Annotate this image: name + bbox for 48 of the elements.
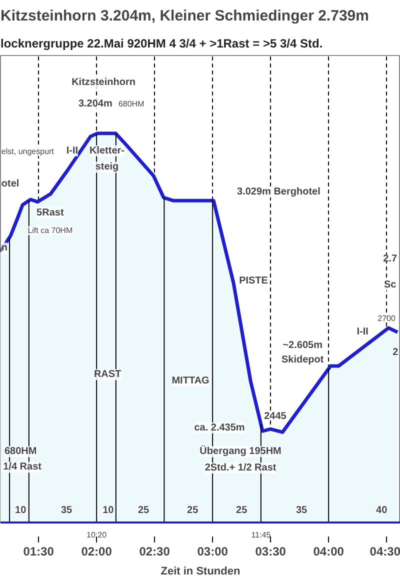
annotation: 2700 — [378, 314, 396, 324]
annotation: Übergang 195HM — [200, 445, 282, 458]
annotation: MITTAG — [172, 376, 210, 387]
annotation: elst, ungespurt — [1, 147, 55, 156]
annotation: 2Std.+ 1/2 Rast — [204, 462, 277, 474]
annotation: 2 — [392, 346, 399, 358]
annotation: 25 — [236, 504, 248, 516]
annotation: 1/4 Rast — [3, 462, 42, 473]
annotation: 25 — [187, 504, 199, 516]
annotation: I-II — [66, 145, 78, 156]
x-tick-label: 04:00 — [313, 544, 344, 558]
x-tick-label: 02:30 — [139, 544, 170, 558]
annotation: 2445 — [264, 410, 287, 422]
annotation: otel — [1, 178, 20, 190]
x-tick-label: 03:00 — [197, 544, 228, 558]
annotation: 3.029m Berghotel — [237, 186, 321, 198]
annotation: Lift ca 70HM — [28, 226, 73, 236]
annotation: Kletter- — [89, 145, 125, 156]
annotation: 5Rast — [36, 208, 64, 219]
annotation: 2.7 — [383, 253, 398, 264]
annotation: 10 — [15, 504, 27, 516]
annotation: steig — [95, 162, 119, 173]
annotation: n — [1, 242, 8, 254]
x-axis-title: Zeit in Stunden — [160, 566, 240, 578]
annotation: Skidepot — [281, 354, 324, 366]
x-tick-label: 01:30 — [23, 544, 54, 558]
annotation: 10:20 — [86, 530, 108, 540]
chart-subtitle: locknergruppe 22.Mai 920HM 4 3/4 + >1Rast = >5 3/4 Std. — [0, 36, 323, 50]
annotation: 25 — [138, 504, 150, 516]
annotation: PISTE — [239, 276, 268, 287]
text: Kitzsteinhorn — [72, 77, 136, 88]
chart-title: Kitzsteinhorn 3.204m, Kleiner Schmiedinger 2.739m — [0, 8, 369, 24]
annotation: 10 — [102, 504, 114, 516]
annotation: RAST — [94, 369, 122, 380]
x-tick-label: 03:30 — [255, 544, 286, 558]
text: 3.204m — [78, 98, 112, 110]
annotation: 680HM — [4, 446, 37, 458]
text: 680HM — [118, 100, 145, 109]
annotation: I-II — [356, 326, 369, 338]
annotation: ca. 2.435m — [194, 422, 245, 434]
annotation: Sc — [384, 280, 397, 291]
annotation: ~2.605m — [282, 340, 323, 351]
annotation: 11:45 — [251, 530, 272, 540]
annotation: 35 — [60, 504, 73, 516]
x-tick-label: 04:30 — [370, 544, 400, 558]
annotation: 35 — [296, 504, 308, 516]
annotation: 40 — [376, 504, 388, 516]
x-tick-label: 02:00 — [81, 544, 112, 558]
